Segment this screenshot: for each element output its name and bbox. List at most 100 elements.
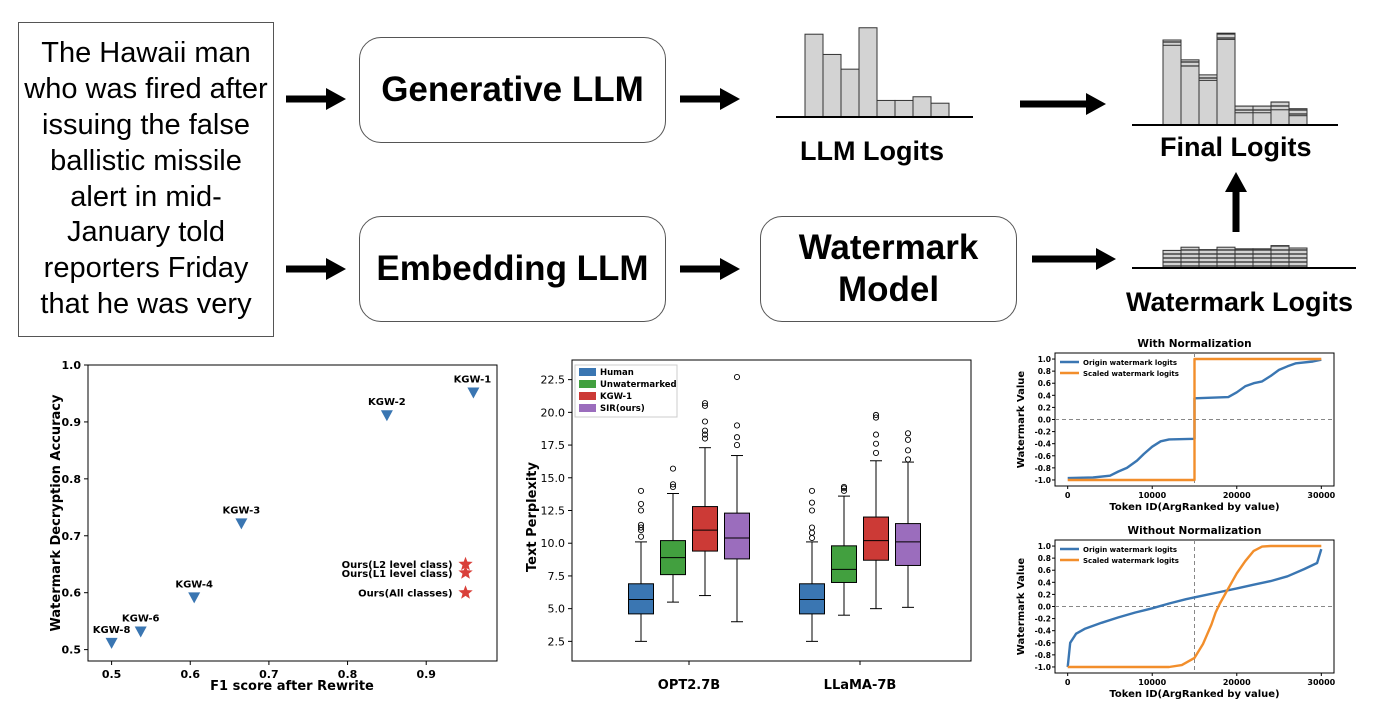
- origin-watermark-line: [1067, 358, 1322, 480]
- boxplot-box: [799, 583, 825, 615]
- xtick-label: 20000: [1223, 491, 1251, 500]
- scatter-ticks: 0.5 0.6 0.7 0.8 0.9 0.5 0.6 0.7 0.8 0.9 1.0: [62, 359, 436, 681]
- boxplot-outlier: [808, 524, 816, 531]
- without-normalization-chart: Without Normalization 0 10000 20000 30000 -1.…: [1016, 525, 1336, 700]
- scatter-frame: [87, 364, 498, 662]
- llm-logit-bar: [804, 33, 824, 118]
- llm-logit-bar: [912, 96, 932, 118]
- scatter-ytick-label: 0.8: [62, 473, 82, 486]
- scatter-xtick-label: 0.8: [338, 668, 358, 681]
- boxplot-ytick-label: 17.5: [541, 439, 566, 452]
- kgw-point-label: KGW-3: [223, 505, 261, 516]
- scatter-xtick-label: 0.9: [416, 668, 436, 681]
- boxplot-outlier: [669, 481, 677, 488]
- boxplot-outlier: [733, 434, 741, 441]
- ytick-label: -0.2: [1035, 428, 1051, 437]
- y-axis-label: Watermark Value: [1016, 371, 1027, 469]
- scatter-ylabel: Watermark Decryption Accuracy: [49, 394, 64, 631]
- ytick-label: -1.0: [1035, 476, 1051, 485]
- watermark-model-label: Watermark Model: [798, 228, 979, 309]
- legend-label: KGW-1: [600, 392, 632, 402]
- boxplot-box: [692, 506, 718, 552]
- scatter-xtick-label: 0.5: [102, 668, 122, 681]
- with-normalization-chart: With Normalization 0 10000 20000 30000 -1.0 -0…: [1016, 338, 1336, 513]
- final-logit-watermark-segment: [1180, 59, 1200, 67]
- boxplot-box: [831, 545, 857, 583]
- scatter-ytick-label: 1.0: [62, 359, 82, 372]
- boxplot-outlier: [808, 507, 816, 514]
- ytick-label: 1.0: [1038, 355, 1051, 364]
- xtick-label: 10000: [1138, 678, 1166, 687]
- scatter-ytick-label: 0.6: [62, 587, 82, 600]
- boxplot-outlier: [733, 442, 741, 449]
- legend-label: SIR(ours): [600, 404, 645, 414]
- scaled-watermark-line: [1067, 544, 1322, 669]
- boxplot-ylabel: Text Perplexity: [525, 462, 540, 572]
- ytick-label: 0.8: [1038, 554, 1051, 563]
- generative-llm-label: Generative LLM: [381, 70, 644, 109]
- boxplot-outlier: [733, 422, 741, 429]
- boxplot-outlier: [808, 534, 816, 542]
- boxplot-outlier: [808, 499, 816, 506]
- legend-label: Origin watermark logits: [1083, 546, 1177, 554]
- llm-logit-bar: [930, 102, 950, 118]
- xtick-label: 0: [1065, 491, 1071, 500]
- ours-star-marker: [458, 556, 473, 571]
- scatter-ytick-label: 0.9: [62, 416, 82, 429]
- boxplot-ticks: 2.5 5.0 7.5 10.0 12.5 15.0 17.5 20.0 22.5 OPT2.7B…: [541, 374, 897, 693]
- final-logit-watermark-segment: [1198, 74, 1218, 81]
- watermark-model-box: Watermark Model: [760, 216, 1017, 322]
- boxplot-outlier: [872, 411, 880, 419]
- watermark-logit-bar: [1198, 249, 1218, 269]
- xtick-label: 0: [1065, 678, 1071, 687]
- legend-label: Unwatermarked: [600, 380, 677, 390]
- final-logit-watermark-segment: [1234, 105, 1254, 114]
- scatter-ytick-label: 0.5: [62, 644, 82, 657]
- boxplot-box: [895, 523, 921, 566]
- kgw-triangle-marker: [235, 518, 248, 530]
- final-logit-watermark-segment: [1216, 32, 1236, 40]
- ytick-label: 0.6: [1038, 379, 1051, 388]
- boxplot-group-label: OPT2.7B: [658, 678, 720, 693]
- ytick-label: -0.6: [1035, 452, 1051, 461]
- scatter-xtick-label: 0.7: [259, 668, 279, 681]
- legend-swatch: [579, 392, 596, 400]
- watermark-logits-label: Watermark Logits: [1126, 287, 1354, 317]
- kgw-triangle-marker: [467, 387, 480, 399]
- boxplot-ytick-label: 5.0: [548, 603, 566, 616]
- boxplot-outlier: [637, 533, 645, 540]
- boxplot-outlier: [637, 521, 645, 528]
- boxplot-outlier: [840, 487, 848, 494]
- watermark-logit-bar: [1216, 246, 1236, 269]
- boxplot-outlier: [904, 430, 912, 437]
- final-logit-bar: [1198, 76, 1218, 126]
- boxplot-ytick-label: 22.5: [541, 374, 566, 387]
- legend-swatch: [579, 368, 596, 376]
- boxplot-outlier: [637, 500, 645, 508]
- kgw-point-label: KGW-2: [368, 397, 406, 408]
- boxplot-box: [863, 516, 889, 561]
- boxplot-outlier: [669, 483, 677, 490]
- kgw-triangle-marker: [105, 637, 118, 649]
- boxplot-outlier: [637, 524, 645, 531]
- boxplot-ytick-label: 7.5: [548, 570, 566, 583]
- final-logit-bar: [1162, 41, 1182, 126]
- boxplot-ytick-label: 10.0: [541, 537, 566, 550]
- ytick-label: -0.4: [1035, 440, 1051, 449]
- watermark-logit-bar: [1252, 248, 1272, 269]
- scaled-watermark-line: [1067, 357, 1322, 482]
- watermark-logit-bar: [1162, 249, 1182, 269]
- boxplot-box: [628, 583, 654, 615]
- legend-label: Human: [600, 368, 634, 378]
- boxplot-outlier: [701, 431, 709, 438]
- boxplot-outlier: [904, 456, 912, 463]
- scatter-ytick-label: 0.7: [62, 530, 82, 543]
- boxplot-legend: Human Unwatermarked KGW-1 SIR(ours): [574, 364, 678, 418]
- boxplot-outlier: [733, 373, 741, 381]
- input-text-box: The Hawaii man who was fired after issui…: [18, 22, 274, 337]
- watermark-logit-bar: [1288, 247, 1308, 269]
- chart-title: Without Normalization: [1128, 525, 1262, 537]
- boxplot-outlier: [904, 447, 912, 454]
- boxplot-outlier: [701, 435, 709, 442]
- scatter-xlabel: F1 score after Rewrite: [210, 679, 374, 694]
